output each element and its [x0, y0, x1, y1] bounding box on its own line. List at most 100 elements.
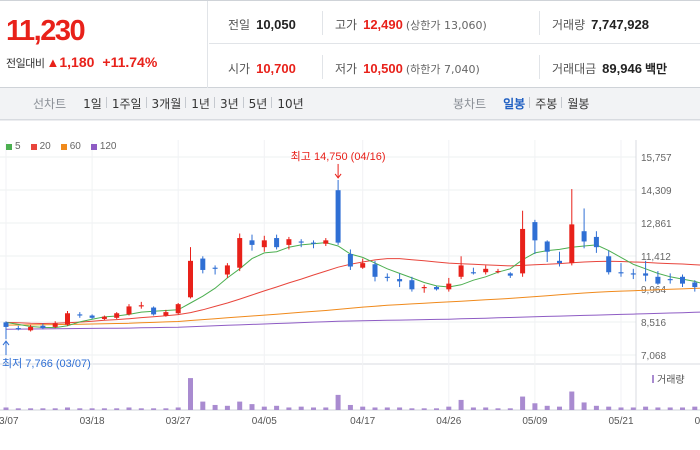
candle-body [188, 260, 193, 298]
volume-bar [630, 407, 636, 410]
volume-bar [470, 407, 476, 410]
volume: 거래량 7,747,928 [552, 17, 649, 32]
y-tick-label: 15,757 [641, 153, 672, 164]
tab-1y[interactable]: 1년 [185, 95, 215, 112]
volume-bar [237, 401, 243, 410]
x-tick-label: 04/17 [350, 416, 375, 427]
volume-bar [618, 407, 624, 410]
candle-body [557, 260, 562, 264]
legend-ma5: 5 [6, 141, 21, 152]
candle-body [680, 276, 685, 284]
volume-bar [397, 407, 403, 410]
tab-monthly[interactable]: 월봉 [561, 95, 594, 112]
candle-body [384, 276, 390, 278]
stats-table: 전일 10,050 고가 12,490 (상한가 13,060) 거래량 7,747,9… [209, 1, 700, 88]
volume-bar [151, 408, 157, 410]
candle-body [544, 241, 550, 252]
volume-bar [692, 406, 698, 410]
candle-body [409, 280, 415, 290]
tab-10y[interactable]: 10년 [271, 95, 308, 112]
candle-body [237, 238, 243, 268]
volume-bar [15, 408, 21, 410]
volume-bar [421, 408, 427, 410]
y-tick-label: 14,309 [641, 186, 672, 197]
candle-body [261, 240, 267, 248]
line-chart-tabs: 선차트 1일 1주일 3개월 1년 3년 5년 10년 [33, 88, 309, 119]
y-tick-label: 12,861 [641, 219, 672, 230]
candle-body [397, 279, 403, 282]
volume-bar [544, 405, 550, 410]
candle-body [89, 315, 95, 318]
chart-tabs-bar: 선차트 1일 1주일 3개월 1년 3년 5년 10년 봉차트 일봉 주봉 월봉 [0, 88, 700, 120]
tab-weekly[interactable]: 주봉 [529, 95, 562, 112]
volume-bar [114, 408, 120, 410]
tab-1d[interactable]: 1일 [83, 97, 102, 111]
volume-bar [520, 396, 526, 410]
candle-body [434, 287, 439, 290]
line-chart-title: 선차트 [33, 97, 67, 111]
tab-1w[interactable]: 1주일 [105, 95, 147, 112]
candle-body [692, 282, 698, 288]
volume-bar [40, 408, 46, 410]
volume-bar [347, 404, 353, 410]
candle-body [569, 224, 575, 264]
volume-bar [569, 391, 575, 410]
volume-bar [593, 405, 599, 410]
change-percent: +11.74% [102, 54, 158, 70]
volume-bar [212, 404, 218, 410]
volume-bar [200, 401, 206, 410]
candlestick-chart[interactable]: 15,757 14,309 12,861 11,412 9,964 8,516 7,068 0… [0, 119, 700, 450]
volume-bar [126, 407, 132, 410]
change-label: 전일대비 [6, 57, 45, 70]
volume-bar [434, 408, 439, 410]
volume-bar [163, 408, 169, 410]
volume-bar [458, 399, 464, 410]
current-price: 11,230 [6, 15, 86, 47]
price-change: 전일대비 ▲1,180 +11.74% [6, 54, 157, 71]
legend-ma60: 60 [60, 141, 81, 152]
volume-bar [372, 407, 378, 410]
candle-body [507, 273, 513, 276]
volume-bar [261, 406, 267, 410]
candle-body [200, 258, 206, 270]
high-price: 고가 12,490 (상한가 13,060) [335, 17, 487, 32]
candle-body [114, 313, 120, 318]
candle-body [15, 328, 21, 330]
volume-bar [298, 406, 304, 410]
x-tick-label: 04/26 [436, 416, 461, 427]
x-tick-label: 04/05 [252, 416, 277, 427]
volume-bar [224, 405, 230, 410]
ma60-line [5, 287, 700, 326]
up-arrow-icon: ▲ [46, 55, 60, 70]
volume-bar [483, 407, 489, 410]
legend-ma20: 20 [30, 141, 51, 152]
candle-body [323, 240, 329, 244]
volume-bar [323, 407, 329, 410]
candle-body [274, 238, 280, 248]
tab-3y[interactable]: 3년 [213, 95, 244, 112]
turnover: 거래대금 89,946 백만 [552, 61, 668, 76]
y-tick-label: 8,516 [641, 318, 666, 329]
candle-body [520, 228, 526, 274]
low-arrow-head-icon [2, 340, 10, 346]
candle-body [446, 283, 452, 290]
volume-bar [655, 407, 661, 410]
volume-bar [3, 407, 9, 410]
candle-body [151, 307, 157, 315]
quote-panel: 11,230 전일대비 ▲1,180 +11.74% 전일 10,050 고가 12,4… [0, 0, 700, 88]
tab-3m[interactable]: 3개월 [145, 95, 187, 112]
tab-daily[interactable]: 일봉 [503, 97, 526, 111]
tab-5y[interactable]: 5년 [242, 95, 273, 112]
candle-body [667, 279, 673, 281]
y-tick-label: 9,964 [641, 285, 666, 296]
x-tick-label: 03/27 [166, 416, 191, 427]
ma120-line [5, 311, 700, 330]
candle-body [483, 268, 489, 273]
high-arrow-head-icon [334, 173, 342, 179]
candle-body [175, 304, 181, 314]
candle-body [77, 314, 83, 316]
candle-body [532, 222, 538, 241]
candle-chart-tabs: 봉차트 일봉 주봉 월봉 [453, 88, 594, 119]
ma20-line [5, 258, 700, 325]
candle-body [224, 265, 230, 275]
